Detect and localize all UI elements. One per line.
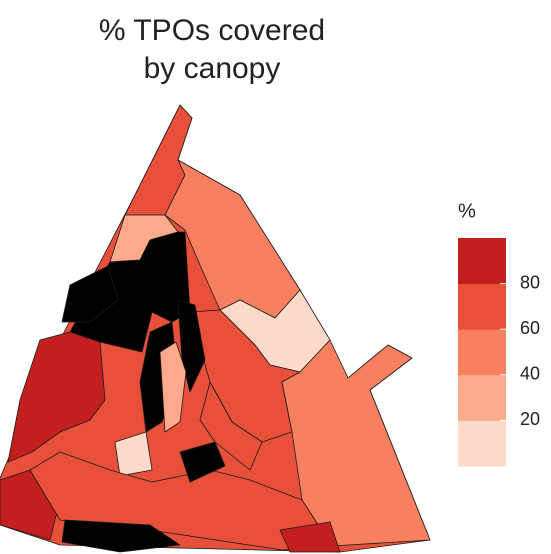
legend-swatch	[458, 420, 506, 467]
legend-title: %	[458, 200, 476, 222]
legend-swatch	[458, 238, 506, 285]
map	[0, 104, 431, 553]
region	[279, 521, 341, 553]
title-line: by canopy	[144, 52, 281, 85]
region	[159, 341, 187, 433]
legend-swatch	[458, 329, 506, 376]
region	[179, 441, 226, 483]
legend-swatch	[458, 283, 506, 330]
legend-tick-label: 40	[520, 364, 540, 384]
region	[61, 265, 119, 323]
region	[7, 331, 106, 463]
legend-swatch	[458, 374, 506, 421]
legend-tick-label: 60	[520, 318, 540, 338]
region	[114, 431, 153, 477]
legend: 20 40 60 80	[458, 238, 540, 467]
title-line: % TPOs covered	[99, 14, 325, 47]
region	[61, 519, 181, 553]
legend-tick-label: 80	[520, 272, 540, 292]
legend-tick-label: 20	[520, 409, 540, 429]
region	[281, 339, 431, 547]
region	[199, 381, 263, 471]
